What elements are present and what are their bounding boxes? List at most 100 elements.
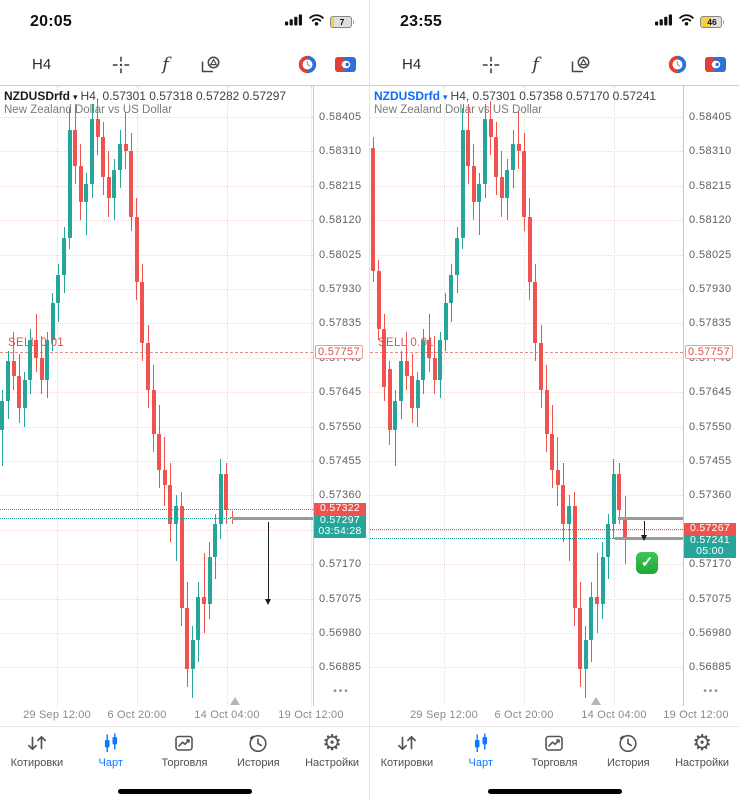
candle-body <box>190 640 195 670</box>
nav-label-quotes: Котировки <box>380 757 434 769</box>
nav-item-history[interactable]: История <box>221 730 295 780</box>
price-axis-label: 0.57645 <box>319 386 362 399</box>
price-gridline <box>0 495 313 497</box>
candle-body <box>0 401 5 431</box>
crosshair-icon[interactable] <box>480 54 502 76</box>
quotes-arrows-icon <box>395 730 419 756</box>
price-axis-label: 0.56885 <box>319 661 362 674</box>
sell-level-line <box>370 351 683 353</box>
home-indicator-zone <box>0 780 369 800</box>
service-pie-icon[interactable] <box>666 54 688 76</box>
home-indicator[interactable] <box>487 789 622 794</box>
symbol-overlay[interactable]: NZDUSDrfd ▾ H4, 0.57301 0.57318 0.57282 0.… <box>4 89 286 116</box>
candle-wick <box>13 332 15 391</box>
price-gridline <box>370 357 683 359</box>
battery-percent-label: 46 <box>707 17 717 28</box>
price-gridline <box>370 426 683 428</box>
candle-body <box>17 375 22 409</box>
candle-body <box>202 596 206 605</box>
indicators-icon[interactable]: f <box>162 53 169 75</box>
nav-item-chart[interactable]: Чарт <box>444 730 518 780</box>
crosshair-icon[interactable] <box>110 54 132 76</box>
candle-wick <box>125 111 127 170</box>
time-axis[interactable]: 29 Sep 12:00 6 Oct 20:00 14 Oct 04:00 19 Oc… <box>0 706 369 726</box>
price-axis-label: 0.57170 <box>689 558 732 571</box>
candle-wick <box>175 495 177 561</box>
status-icons: 46 <box>655 13 725 31</box>
ask-price-line <box>0 509 313 511</box>
candle-body <box>432 357 437 380</box>
symbol-description: New Zealand Dollar vs US Dollar <box>4 104 173 116</box>
bottom-nav: Котировки Чарт Торговля История ⚙ Настро… <box>0 727 369 780</box>
candle-wick <box>596 553 598 633</box>
price-axis-label: 0.58215 <box>689 179 732 192</box>
direction-arrow-line <box>644 521 646 535</box>
candle-body <box>146 343 150 391</box>
nav-item-settings[interactable]: ⚙ Настройки <box>295 730 369 780</box>
objects-icon[interactable] <box>200 54 222 76</box>
axis-more-dots: ••• <box>333 686 350 697</box>
nav-item-history[interactable]: История <box>591 730 665 780</box>
bottom-nav: Котировки Чарт Торговля История ⚙ Настро… <box>370 727 739 780</box>
candle-body <box>207 556 212 605</box>
candle-body <box>544 390 549 434</box>
candle-body <box>11 361 16 376</box>
check-emoji: ✓ <box>636 552 658 574</box>
bid-price-line <box>370 538 683 540</box>
price-gridline <box>370 289 683 290</box>
wifi-icon <box>308 13 325 31</box>
timeframe-button[interactable]: H4 <box>402 56 422 73</box>
candlestick-chart[interactable]: NZDUSDrfd ▾ H4, 0.57301 0.57318 0.57282 0.… <box>0 86 313 706</box>
price-axis-label: 0.56980 <box>689 627 732 639</box>
nav-item-trade[interactable]: Торговля <box>518 730 592 780</box>
time-axis-label: 6 Oct 20:00 <box>107 709 167 721</box>
price-gridline <box>370 151 683 153</box>
candlestick-chart[interactable]: NZDUSDrfd ▾ H4, 0.57301 0.57358 0.57170 0.… <box>370 86 683 706</box>
timeframe-button[interactable]: H4 <box>32 56 52 73</box>
nav-item-quotes[interactable]: Котировки <box>370 730 444 780</box>
nav-item-quotes[interactable]: Котировки <box>0 730 74 780</box>
service-pie-icon[interactable] <box>296 54 318 76</box>
price-axis-label: 0.57075 <box>319 592 362 605</box>
status-time: 20:05 <box>30 13 72 30</box>
candle-wick <box>478 173 480 235</box>
history-clock-icon <box>616 730 640 756</box>
nav-item-trade[interactable]: Торговля <box>148 730 222 780</box>
candle-body <box>174 506 178 525</box>
symbol-name: NZDUSDrfd <box>4 89 70 103</box>
objects-icon[interactable] <box>570 54 592 76</box>
symbol-overlay[interactable]: NZDUSDrfd ▾ H4, 0.57301 0.57358 0.57170 0.… <box>374 89 656 116</box>
candle-body <box>95 118 100 137</box>
symbol-quote-line: NZDUSDrfd ▾ H4, 0.57301 0.57358 0.57170 0.… <box>374 89 656 103</box>
chart-area: NZDUSDrfd ▾ H4, 0.57301 0.57358 0.57170 0.… <box>370 85 739 727</box>
nav-item-settings[interactable]: ⚙ Настройки <box>665 730 739 780</box>
price-axis[interactable]: 0.58405 0.58310 0.58215 0.58120 0.58025 0.579… <box>313 86 369 706</box>
candle-body <box>106 176 111 199</box>
price-axis-label: 0.58310 <box>319 145 362 158</box>
candle-body <box>67 129 72 239</box>
price-gridline <box>370 461 683 462</box>
ask-price-badge: 0.57322 <box>314 503 366 515</box>
candle-body <box>213 524 218 557</box>
price-axis-label: 0.58120 <box>689 214 732 227</box>
candle-body <box>533 281 538 344</box>
price-axis-label: 0.57835 <box>689 317 732 330</box>
payment-card-icon[interactable] <box>334 54 356 76</box>
nav-item-chart[interactable]: Чарт <box>74 730 148 780</box>
price-axis-label: 0.56885 <box>689 661 732 674</box>
candle-body <box>168 484 173 525</box>
indicators-icon[interactable]: f <box>532 53 539 75</box>
price-gridline <box>370 633 683 634</box>
payment-card-icon[interactable] <box>704 54 726 76</box>
price-gridline <box>0 564 313 566</box>
time-axis-label: 19 Oct 12:00 <box>278 709 344 721</box>
price-gridline <box>370 667 683 669</box>
time-axis[interactable]: 29 Sep 12:00 6 Oct 20:00 14 Oct 04:00 19 Oc… <box>370 706 739 726</box>
candle-body <box>62 238 66 275</box>
price-gridline <box>0 185 313 187</box>
candle-body <box>443 303 448 340</box>
candle-body <box>179 506 184 608</box>
price-axis-label: 0.57835 <box>319 317 362 330</box>
home-indicator[interactable] <box>117 789 252 794</box>
price-axis[interactable]: 0.58405 0.58310 0.58215 0.58120 0.58025 0.579… <box>683 86 739 706</box>
